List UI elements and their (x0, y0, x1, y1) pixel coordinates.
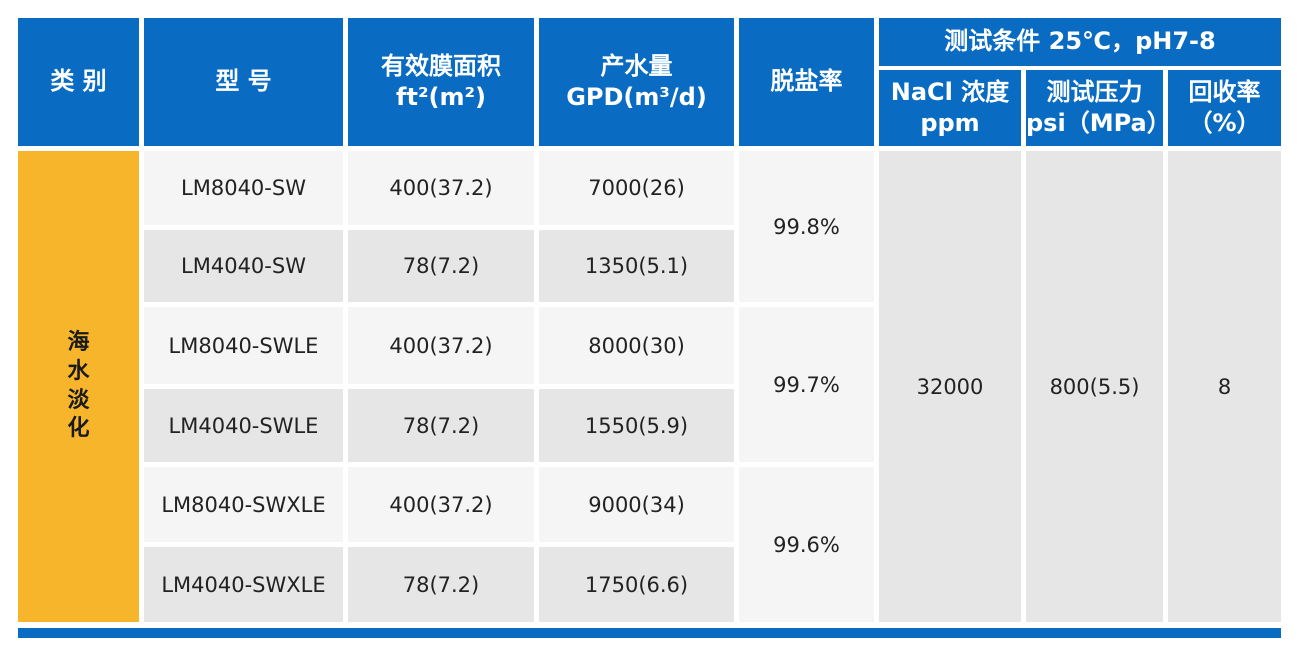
table-row-area: 78(7.2) (348, 547, 534, 622)
pressure-cell: 800(5.5) (1026, 151, 1163, 622)
model-value: LM4040-SWLE (168, 413, 319, 438)
table-row-model: LM4040-SW (144, 230, 343, 302)
category-char: 化 (67, 416, 90, 442)
flow-value: 1750(6.6) (584, 572, 689, 597)
rejection-value: 99.6% (773, 532, 840, 557)
category-char: 海 (67, 330, 90, 356)
category-cell: 海 水 淡 化 (18, 151, 139, 622)
header-rejection-label: 脱盐率 (770, 67, 843, 96)
header-flow-line2: GPD(m³/d) (566, 83, 707, 111)
header-category: 类 别 (18, 18, 139, 146)
model-value: LM4040-SW (181, 254, 306, 278)
header-area-line2: ft²(m²) (396, 83, 486, 111)
area-value: 78(7.2) (402, 254, 480, 278)
model-value: LM4040-SWXLE (161, 572, 326, 597)
table-row-flow: 8000(30) (539, 307, 734, 384)
header-flow-line1: 产水量 (600, 51, 673, 80)
rejection-cell: 99.7% (739, 307, 874, 462)
model-value: LM8040-SWLE (168, 333, 319, 358)
header-category-label: 类 别 (50, 67, 107, 96)
nacl-value: 32000 (916, 374, 984, 399)
flow-value: 1350(5.1) (584, 254, 689, 278)
header-test-conditions-label: 测试条件 25℃，pH7-8 (944, 27, 1216, 56)
rejection-value: 99.7% (773, 372, 840, 397)
header-recovery-line1: 回收率 (1188, 77, 1261, 106)
table-row-model: LM8040-SWXLE (144, 467, 343, 542)
table-row-flow: 7000(26) (539, 151, 734, 225)
flow-value: 1550(5.9) (584, 413, 689, 438)
flow-value: 9000(34) (588, 492, 685, 517)
category-char: 淡 (67, 387, 90, 413)
model-value: LM8040-SWXLE (161, 492, 326, 517)
table-row-flow: 9000(34) (539, 467, 734, 542)
rejection-value: 99.8% (773, 214, 840, 239)
table-row-area: 400(37.2) (348, 307, 534, 384)
table-row-flow: 1750(6.6) (539, 547, 734, 622)
area-value: 400(37.2) (389, 492, 493, 517)
table-row-model: LM4040-SWXLE (144, 547, 343, 622)
rejection-cell: 99.6% (739, 467, 874, 622)
header-pressure-line1: 测试压力 (1046, 77, 1143, 106)
area-value: 78(7.2) (402, 572, 480, 597)
table-row-model: LM8040-SWLE (144, 307, 343, 384)
rejection-cell: 99.8% (739, 151, 874, 302)
nacl-cell: 32000 (879, 151, 1021, 622)
header-pressure-line2: psi（MPa） (1026, 109, 1171, 137)
header-area-line1: 有效膜面积 (381, 51, 501, 80)
header-recovery: 回收率 （%） (1168, 70, 1281, 146)
recovery-cell: 8 (1168, 151, 1281, 622)
table-row-model: LM8040-SW (144, 151, 343, 225)
header-flow: 产水量 GPD(m³/d) (539, 18, 734, 146)
area-value: 78(7.2) (402, 413, 480, 438)
area-value: 400(37.2) (389, 333, 493, 358)
area-value: 400(37.2) (389, 176, 493, 200)
pressure-value: 800(5.5) (1049, 374, 1140, 399)
bottom-bar (18, 628, 1281, 638)
table-row-flow: 1550(5.9) (539, 389, 734, 462)
header-rejection: 脱盐率 (739, 18, 874, 146)
header-nacl-line2: ppm (920, 109, 980, 137)
table-row-area: 400(37.2) (348, 151, 534, 225)
header-recovery-line2: （%） (1188, 109, 1261, 137)
table-row-model: LM4040-SWLE (144, 389, 343, 462)
header-test-conditions: 测试条件 25℃，pH7-8 (879, 18, 1281, 66)
category-char: 水 (67, 358, 90, 384)
table-row-flow: 1350(5.1) (539, 230, 734, 302)
recovery-value: 8 (1217, 374, 1232, 399)
model-value: LM8040-SW (181, 176, 306, 200)
header-pressure: 测试压力 psi（MPa） (1026, 70, 1171, 146)
table-row-area: 400(37.2) (348, 467, 534, 542)
header-area: 有效膜面积 ft²(m²) (348, 18, 534, 146)
table-row-area: 78(7.2) (348, 389, 534, 462)
header-model-label: 型 号 (215, 67, 272, 96)
flow-value: 8000(30) (588, 333, 685, 358)
flow-value: 7000(26) (588, 176, 685, 200)
header-nacl-line1: NaCl 浓度 (890, 77, 1010, 106)
table-row-area: 78(7.2) (348, 230, 534, 302)
header-nacl: NaCl 浓度 ppm (879, 70, 1021, 146)
header-model: 型 号 (144, 18, 343, 146)
